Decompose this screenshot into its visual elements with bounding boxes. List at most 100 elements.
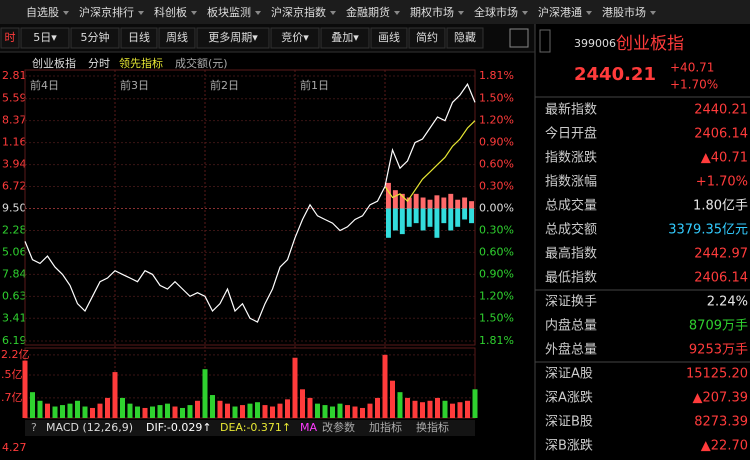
toolbar-button[interactable] xyxy=(196,27,270,49)
volume-bar xyxy=(397,392,403,418)
menu-item[interactable]: 自选股 xyxy=(26,6,59,19)
breadth-down-bar xyxy=(406,208,412,227)
menu-item[interactable]: 沪深京指数 xyxy=(271,5,326,19)
left-tick-label: 2.81 xyxy=(2,69,27,82)
volume-bar xyxy=(157,405,163,418)
breadth-up-bar xyxy=(441,197,447,209)
volume-bar xyxy=(60,405,65,418)
toolbar-button-label[interactable]: 周线 xyxy=(166,30,188,44)
toolbar-button[interactable] xyxy=(446,27,484,49)
macd-dea: DEA:-0.371↑ xyxy=(220,421,291,434)
toolbar-button[interactable] xyxy=(70,27,120,49)
volume-bar xyxy=(315,403,320,418)
fullscreen-icon[interactable] xyxy=(509,28,529,48)
toolbar-button[interactable] xyxy=(158,27,196,49)
menu-item[interactable]: 沪深港通 xyxy=(538,5,582,19)
y-tick-label: 0.60% xyxy=(479,158,514,171)
toolbar-button-label[interactable]: 5日▾ xyxy=(33,31,57,44)
stat-label: 今日开盘 xyxy=(545,126,597,142)
menu-arrow xyxy=(586,11,592,15)
breadth-down-bar xyxy=(427,208,433,227)
y-tick-label: 1.81% xyxy=(479,69,514,82)
volume-bar xyxy=(277,403,283,418)
menu-item[interactable]: 港股市场 xyxy=(602,5,646,19)
volume-bar xyxy=(150,406,155,418)
toolbar-button-label[interactable]: 时 xyxy=(5,31,16,44)
breadth-down-bar xyxy=(392,208,398,231)
macd-button[interactable]: 换指标 xyxy=(416,420,449,434)
volume-bar xyxy=(217,400,223,418)
toolbar-button[interactable] xyxy=(0,27,20,49)
volume-bar xyxy=(472,389,478,418)
menu-item[interactable]: 金融期货 xyxy=(346,5,390,19)
menu-item[interactable]: 板块监测 xyxy=(207,5,251,19)
toolbar-button-label[interactable]: 5分钟 xyxy=(81,30,110,44)
left-tick-label: 8.37 xyxy=(2,114,27,127)
volume-bar xyxy=(120,397,125,418)
volume-tick-label: .5亿 xyxy=(1,368,23,381)
stat-label: 指数涨幅 xyxy=(545,175,597,190)
day-label: 前3日 xyxy=(120,78,149,92)
stat-value: 8709万手 xyxy=(689,319,748,334)
toolbar-button-label[interactable]: 竞价▾ xyxy=(281,30,309,44)
volume-bar xyxy=(142,407,148,418)
toolbar-button[interactable] xyxy=(408,27,446,49)
chart-frame xyxy=(24,69,476,346)
stat-label: 深B涨跌 xyxy=(545,438,593,454)
volume-bar xyxy=(22,360,28,418)
toolbar-button[interactable] xyxy=(320,27,370,49)
toolbar-button-label[interactable]: 画线 xyxy=(378,30,400,44)
volume-bar xyxy=(127,403,133,418)
volume-bar xyxy=(450,403,455,418)
volume-bar xyxy=(105,397,110,418)
toolbar-button-label[interactable]: 更多周期▾ xyxy=(208,30,258,44)
macd-button[interactable]: 改参数 xyxy=(322,420,355,434)
toolbar-button-label[interactable]: 日线 xyxy=(128,30,150,44)
stat-value: 15125.20 xyxy=(686,367,748,382)
menu-arrow xyxy=(522,11,528,15)
volume-bar xyxy=(195,400,200,418)
breadth-up-bar xyxy=(420,197,426,209)
breadth-up-bar xyxy=(392,190,398,209)
menu-item[interactable]: 期权市场 xyxy=(410,5,454,19)
volume-bar xyxy=(240,405,245,418)
breadth-up-bar xyxy=(455,199,461,209)
menu-arrow xyxy=(458,11,464,15)
volume-bar xyxy=(360,407,365,418)
breadth-down-bar xyxy=(413,208,419,224)
menu-arrow xyxy=(138,11,144,15)
volume-bar xyxy=(412,400,418,418)
left-tick-label: 6.19 xyxy=(2,334,27,347)
breadth-up-bar xyxy=(448,193,454,209)
toolbar-button[interactable] xyxy=(370,27,408,49)
day-label: 前2日 xyxy=(210,78,239,92)
stat-value: 2442.97 xyxy=(694,247,748,262)
stat-value: ▲22.70 xyxy=(701,439,748,454)
collapse-icon[interactable] xyxy=(539,29,551,53)
volume-bar xyxy=(255,402,260,418)
left-tick-label: 7.84 xyxy=(2,267,27,280)
stat-label: 最低指数 xyxy=(545,271,597,286)
toolbar-button-label[interactable]: 隐藏 xyxy=(454,31,476,44)
volume-bar xyxy=(285,399,290,418)
volume-bar xyxy=(420,402,425,418)
stat-label: 深A涨跌 xyxy=(545,390,593,406)
menu-item[interactable]: 全球市场 xyxy=(474,5,518,19)
y-tick-label: 0.90% xyxy=(479,136,514,149)
stat-label: 最高指数 xyxy=(545,246,597,262)
breadth-up-bar xyxy=(399,193,405,209)
macd-button[interactable]: 加指标 xyxy=(369,420,402,434)
menu-item[interactable]: 科创板 xyxy=(154,5,187,19)
toolbar-button[interactable] xyxy=(20,27,70,49)
index-pct: +1.70% xyxy=(670,78,718,92)
stat-value: ▲207.39 xyxy=(693,391,749,406)
toolbar-button-label[interactable]: 简约 xyxy=(416,30,438,44)
toolbar-button-label[interactable]: 叠加▾ xyxy=(331,31,359,44)
breadth-down-bar xyxy=(462,208,468,220)
macd-dif: DIF:-0.029↑ xyxy=(146,421,212,434)
left-tick-label: 1.16 xyxy=(2,136,27,149)
toolbar-button[interactable] xyxy=(120,27,158,49)
menu-item[interactable]: 沪深京排行 xyxy=(79,5,134,19)
toolbar-button[interactable] xyxy=(270,27,320,49)
macd-help[interactable]: ? xyxy=(31,421,37,434)
